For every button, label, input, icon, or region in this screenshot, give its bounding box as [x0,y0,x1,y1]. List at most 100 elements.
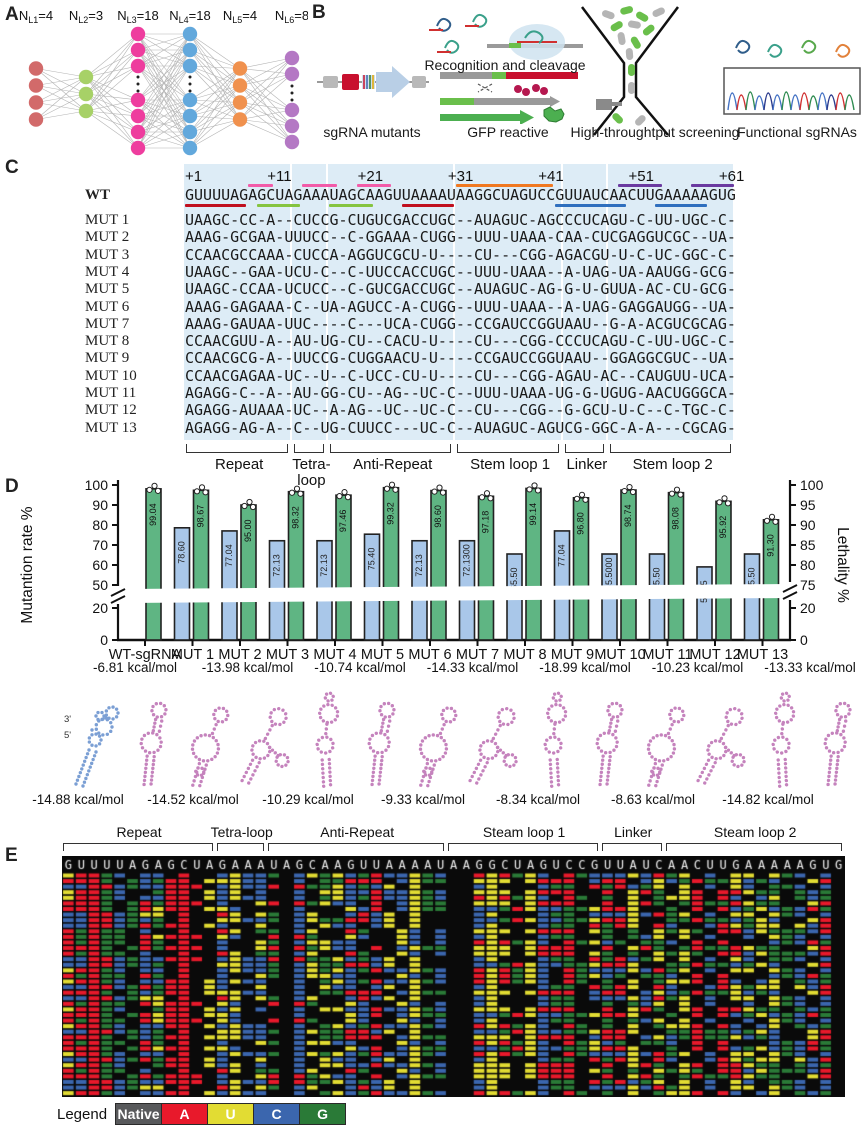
free-energy-label: -13.33 kcal/mol [764,660,856,675]
sequence-name: MUT 10 [85,367,137,384]
mutation-rate-value: 75.40 [366,548,376,571]
region-label: Tetra- loop [292,456,331,489]
data-point-dot [293,485,301,492]
lethality-bar [192,489,210,641]
heatmap-region-label: Repeat [116,824,162,840]
lethality-bar [762,518,780,641]
heatmap-region-label: Anti-Repeat [320,824,395,840]
region-label: Repeat [214,456,264,473]
rna-structure-mut-9 [595,701,624,787]
data-point-dot [772,518,779,525]
wt-underline [401,204,454,207]
region-band [454,164,562,440]
wt-underline [555,204,626,207]
lethality-bar [667,491,685,641]
position-mark: +61 [718,168,745,185]
lethality-value: 98.08 [670,507,680,530]
legend-item-native: Native [115,1103,163,1125]
neural-network-diagram: NL1=4 NL2=3 NL3=18 NL4=18 NL5=4 NL6=8 [19,8,308,156]
region-bracket [186,444,289,453]
left-axis-tick: 50 [92,577,108,593]
data-point-dot [721,495,728,502]
wt-underline [654,204,707,207]
mutant-row: MUT 9 CCAACGCG-A--UUCCG-CUGGAACU-U----CCG… [85,350,785,367]
lethality-bar [572,496,590,641]
sequence-text: UAAGC-CC-A--CUCCG-CUGUCGACCUGC--AUAGUC-A… [185,211,736,229]
caption-high-throughput: High-throughtput screening [570,124,740,140]
right-axis-tick: 20 [800,600,816,616]
left-axis-tick: 0 [100,632,108,648]
sequence-text: AGAGG-AG-A--C--UG-CUUCC---UC-C--AUAGUC-A… [185,418,736,437]
wt-underline [257,204,301,207]
mutation-lethality-bar-chart: 100 90 80 70 60 50 20 0 100 95 90 85 80 75 20 0 Mutantio… [19,477,851,663]
mutation-rate-value: 72.1300 [461,544,471,577]
legend-title: Legend [57,1105,108,1123]
lethality-bar [620,489,637,641]
panel-c-label: C [5,157,19,178]
mutation-rate-value: 65.50 [651,567,661,590]
caption-functional-sgrnas: Functional sgRNAs [737,124,857,140]
x-axis-category: MUT 8 [503,647,546,663]
mutant-row: MUT 11 AGAGG-C--A--AU-GG-CU--AG--UC-C--UU… [85,385,785,402]
heatmap-region-bracket [63,843,214,851]
mutant-row: MUT 6 AAAG-GAGAAA-C--UA-AGUCC-A-CUGG--UUU… [85,297,785,316]
legend-item-u: U [207,1103,255,1125]
mutant-row: MUT 2 AAAG-GCGAA-UUUCC--C-GGAAA-CUGG--UUU… [85,229,785,246]
sequence-name: MUT 11 [85,385,137,401]
layer-label: NL1=4 [19,8,53,25]
rna-structure-wt: 3'5' [64,705,120,788]
position-mark: +31 [447,168,474,185]
x-axis-category: MUT 6 [408,647,451,663]
region-bracket [294,444,325,453]
caption-sgrna-mutants: sgRNA mutants [323,124,421,140]
lethality-bar [382,486,400,641]
rna-structure-mut-6 [418,706,458,788]
panel-d-label: D [5,476,19,497]
rna-structure-mut-3 [240,706,290,785]
lethality-bar [287,490,305,641]
free-energy-label: -8.34 kcal/mol [495,792,581,807]
data-point-dot [383,485,391,492]
right-axis-title: Lethality % [834,527,851,603]
free-energy-label: -6.81 kcal/mol [92,660,178,675]
data-point-dot [677,491,684,498]
x-axis-category: MUT 7 [456,647,499,663]
right-axis-tick: 90 [800,517,816,533]
mutant-row: MUT 12 AGAGG-AUAAA-UC--A-AG--UC--UC-C--CU… [85,402,785,419]
heatmap-region-label: Linker [614,824,653,840]
free-energy-label: -10.74 kcal/mol [314,660,406,675]
sequence-name: MUT 1 [85,212,130,228]
free-energy-label: -14.52 kcal/mol [147,792,239,807]
ellipsis-dot [136,82,140,86]
mutation-rate-value: 65.50 [509,567,519,590]
data-point-dot [582,496,589,503]
sequence-name: MUT 12 [85,402,137,419]
x-axis-category: MUT 4 [313,647,356,663]
heatmap-region-bracket [602,843,663,851]
heatmap-region-label: Tetra-loop [210,824,273,840]
wt-overline [248,184,274,187]
x-axis-category: MUT 1 [171,647,214,663]
heatmap-region-bracket [448,843,599,851]
sequence-text: AAAG-GAUAA-UUC----C---UCA-CUGG--CCGAUCCG… [185,314,736,333]
free-energy-label: -14.82 kcal/mol [722,792,814,807]
wt-row: WT GUUUUAGAGCUAGAAAUAGCAAGUUAAAAUAAGGCUAG… [85,187,785,204]
data-point-dot [483,490,491,497]
rna-structure-mut-8 [543,691,568,788]
sequence-name: MUT 7 [85,315,130,332]
mutation-heatmap-canvas [62,856,845,1097]
lethality-bar [477,495,495,641]
sequence-text: AAAG-GAGAAA-C--UA-AGUCC-A-CUGG--UUU-UAAA… [185,297,736,316]
position-mark: +1 [185,168,203,185]
lethality-value: 98.60 [433,505,443,528]
data-point-dot [724,500,732,507]
x-axis-category: MUT 9 [551,647,594,663]
free-energy-label: -10.23 kcal/mol [651,660,744,675]
position-mark: +51 [628,168,654,185]
wt-overline [302,184,337,187]
rna-structure-mut-5 [367,701,396,787]
data-point-dot [241,502,248,510]
sequence-text: UAAGC--GAA-UCU-C--C-UUCCACCUGC--UUU-UAAA… [185,262,736,281]
data-point-dot [344,494,352,501]
data-point-dot [534,487,542,494]
